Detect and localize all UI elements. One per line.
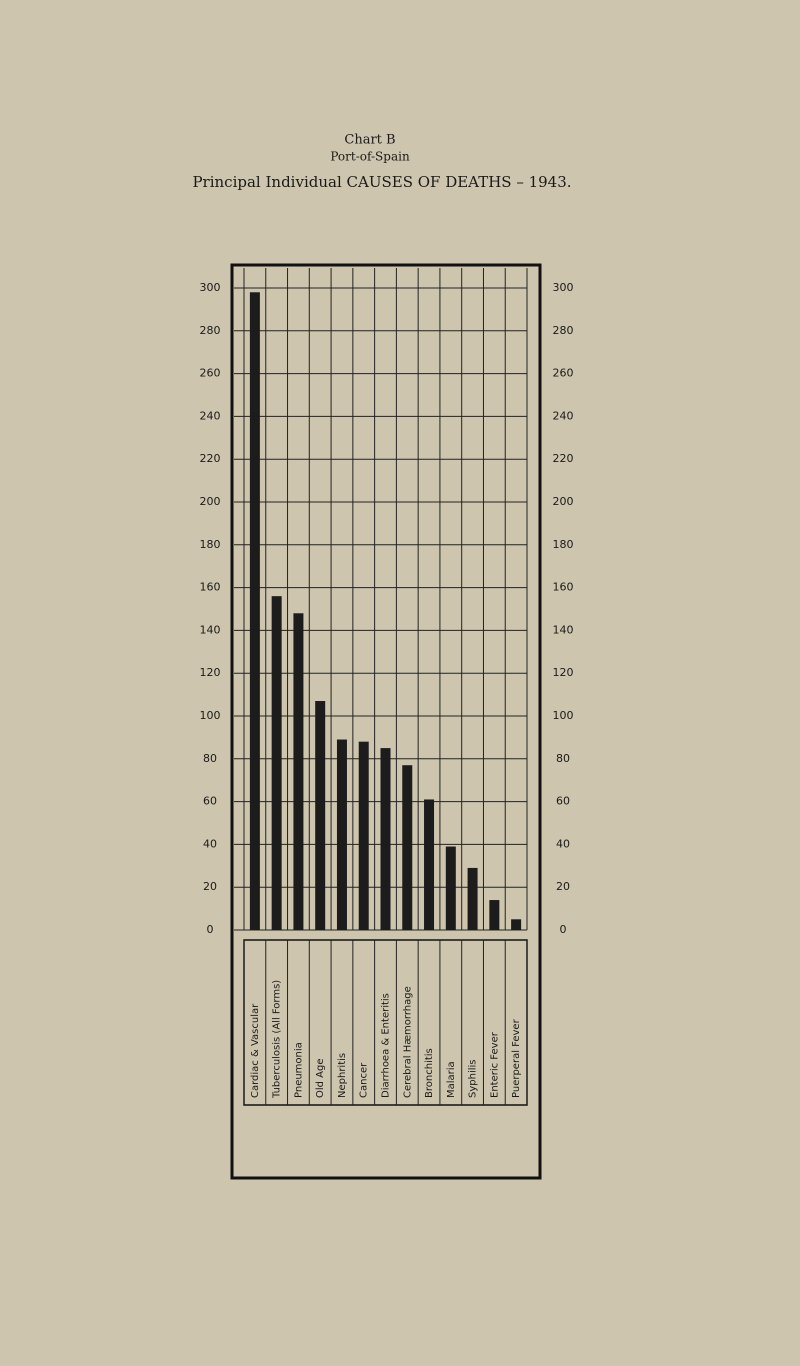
y-tick-label: 180 — [200, 538, 221, 551]
y-tick-label: 300 — [200, 281, 221, 294]
y2-tick-label: 160 — [553, 581, 574, 594]
y-tick-label: 280 — [200, 324, 221, 337]
y2-tick-label: 20 — [556, 880, 570, 893]
y2-tick-label: 100 — [553, 709, 574, 722]
bar — [336, 739, 347, 930]
bar — [293, 613, 304, 930]
bar — [380, 748, 391, 930]
bar — [445, 846, 456, 930]
x-tick-label: Cardiac & Vascular — [250, 1003, 261, 1098]
y-tick-label: 160 — [200, 581, 221, 594]
y2-tick-label: 180 — [553, 538, 574, 551]
x-tick-label: Diarrhoea & Enteritis — [381, 993, 392, 1098]
x-tick-label: Bronchitis — [424, 1048, 435, 1098]
y2-tick-label: 60 — [556, 795, 570, 808]
y2-tick-label: 240 — [553, 409, 574, 422]
x-tick-label: Syphilis — [468, 1060, 479, 1099]
y-tick-label: 20 — [203, 880, 217, 893]
y2-tick-label: 40 — [556, 837, 570, 850]
bar — [271, 596, 282, 930]
bar — [358, 741, 369, 930]
y2-tick-label: 80 — [556, 752, 570, 765]
x-tick-label: Puerperal Fever — [511, 1018, 522, 1098]
y2-tick-label: 0 — [560, 923, 567, 936]
chart-subtitle: Port-of-Spain — [330, 150, 410, 164]
y-tick-label: 120 — [200, 666, 221, 679]
bar — [424, 799, 435, 930]
x-tick-label: Cancer — [359, 1062, 370, 1098]
y-tick-label: 80 — [203, 752, 217, 765]
x-tick-label: Old Age — [315, 1058, 326, 1098]
y-tick-label: 240 — [200, 409, 221, 422]
bar — [489, 900, 500, 930]
y-tick-label: 200 — [200, 495, 221, 508]
y-tick-label: 40 — [203, 837, 217, 850]
y-tick-label: 140 — [200, 623, 221, 636]
y-tick-label: 220 — [200, 452, 221, 465]
y2-tick-label: 140 — [553, 623, 574, 636]
bar — [467, 867, 478, 930]
x-tick-label: Enteric Fever — [489, 1031, 500, 1098]
y2-tick-label: 220 — [553, 452, 574, 465]
y2-tick-label: 200 — [553, 495, 574, 508]
y2-tick-label: 280 — [553, 324, 574, 337]
x-tick-label: Pneumonia — [293, 1042, 304, 1098]
y-tick-label: 60 — [203, 795, 217, 808]
bar — [249, 292, 260, 930]
y-tick-label: 0 — [207, 923, 214, 936]
frame — [230, 263, 542, 1180]
chart-title: Principal Individual CAUSES OF DEATHS – … — [192, 173, 571, 191]
x-tick-label: Cerebral Hæmorrhage — [402, 986, 413, 1098]
x-tick-label: Nephritis — [337, 1053, 348, 1098]
y2-tick-label: 120 — [553, 666, 574, 679]
bar — [402, 765, 413, 930]
x-tick-label: Tuberculosis (All Forms) — [272, 980, 283, 1099]
y2-tick-label: 300 — [553, 281, 574, 294]
y2-tick-label: 260 — [553, 367, 574, 380]
chart-label: Chart B — [344, 133, 395, 148]
y-tick-label: 100 — [200, 709, 221, 722]
y-tick-label: 260 — [200, 367, 221, 380]
x-tick-label: Malaria — [446, 1061, 457, 1098]
bar — [511, 919, 522, 930]
bar — [315, 701, 326, 930]
